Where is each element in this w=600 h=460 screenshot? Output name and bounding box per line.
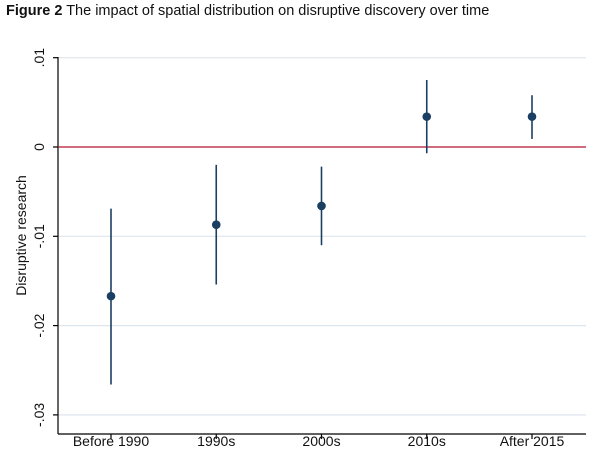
axis-layer bbox=[53, 57, 586, 439]
x-tick-label-1: 1990s bbox=[197, 433, 235, 449]
data-point-4 bbox=[527, 112, 537, 121]
figure-title: Figure 2 The impact of spatial distribut… bbox=[6, 3, 489, 19]
label-layer: .01 0 -.01 -.02 -.03 Disruptive research Befor… bbox=[13, 48, 565, 449]
data-point-3 bbox=[422, 112, 432, 121]
data-point-1 bbox=[211, 220, 221, 229]
data-layer bbox=[106, 80, 537, 385]
figure-label: Figure 2 bbox=[6, 3, 63, 19]
x-tick-label-2: 2000s bbox=[302, 433, 340, 449]
y-tick-label-0: .01 bbox=[31, 48, 47, 68]
x-tick-label-3: 2010s bbox=[408, 433, 446, 449]
y-tick-label-4: -.03 bbox=[31, 403, 47, 427]
y-tick-label-1: 0 bbox=[31, 143, 47, 151]
y-tick-label-3: -.02 bbox=[31, 313, 47, 337]
x-tick-label-4: After 2015 bbox=[500, 433, 565, 449]
grid-layer bbox=[58, 57, 586, 416]
y-tick-label-2: -.01 bbox=[31, 224, 47, 248]
figure-title-text: The impact of spatial distribution on di… bbox=[66, 3, 490, 19]
data-point-0 bbox=[106, 291, 116, 301]
y-axis-title: Disruptive research bbox=[13, 175, 29, 296]
x-tick-label-0: Before 1990 bbox=[73, 433, 149, 449]
data-point-2 bbox=[317, 201, 326, 211]
